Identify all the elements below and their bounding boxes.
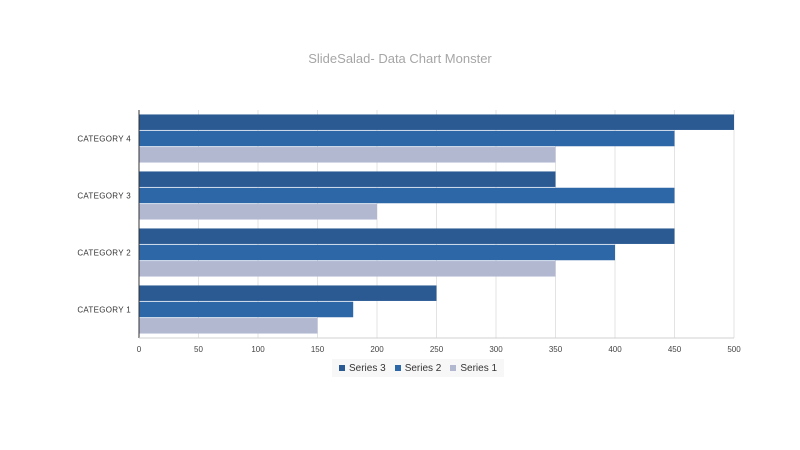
- x-tick-label-250: 250: [430, 345, 444, 354]
- legend-swatch-series-3: [339, 365, 345, 371]
- legend-label-series-1: Series 1: [460, 362, 498, 374]
- legend-item-series-3[interactable]: Series 3: [339, 363, 386, 374]
- y-tick-label-category-1: CATEGORY 1: [77, 306, 131, 315]
- bars: [139, 114, 734, 334]
- bar-series-3-category-4[interactable]: [139, 114, 734, 130]
- y-tick-labels: CATEGORY 1 CATEGORY 2 CATEGORY 3 CATEGORY 4: [77, 135, 131, 315]
- x-tick-label-0: 0: [137, 345, 142, 354]
- bar-series-3-category-1[interactable]: [139, 285, 437, 301]
- bar-series-1-category-3[interactable]: [139, 204, 377, 220]
- bar-series-1-category-1[interactable]: [139, 318, 318, 334]
- x-tick-label-200: 200: [370, 345, 384, 354]
- axes: [138, 110, 734, 339]
- x-tick-label-350: 350: [549, 345, 563, 354]
- x-tick-labels: 0 50 100 150 200 250 300 350 400 450 500: [137, 345, 741, 354]
- y-tick-label-category-2: CATEGORY 2: [77, 249, 131, 258]
- legend-label-series-3: Series 3: [349, 362, 386, 374]
- bar-series-2-category-2[interactable]: [139, 244, 615, 261]
- legend-item-series-2[interactable]: Series 2: [394, 362, 442, 374]
- chart-title: SlideSalad- Data Chart Monster: [308, 51, 492, 66]
- x-tick-label-100: 100: [251, 345, 265, 354]
- x-tick-label-300: 300: [489, 345, 503, 354]
- bar-series-3-category-2[interactable]: [139, 228, 675, 244]
- x-tick-label-500: 500: [727, 345, 741, 354]
- legend-swatch-series-1: [450, 365, 457, 371]
- x-tick-label-50: 50: [194, 345, 203, 354]
- bar-series-2-category-4[interactable]: [139, 130, 675, 147]
- bar-series-1-category-4[interactable]: [139, 147, 556, 163]
- x-tick-label-150: 150: [311, 345, 325, 354]
- legend-swatch-series-2: [394, 365, 401, 371]
- y-tick-label-category-4: CATEGORY 4: [77, 135, 131, 144]
- bar-series-2-category-1[interactable]: [139, 301, 354, 318]
- legend-item-series-1[interactable]: Series 1: [450, 363, 497, 374]
- legend: Series 3 Series 2 Series 1: [332, 359, 505, 377]
- x-tick-label-450: 450: [668, 345, 682, 354]
- bar-series-1-category-2[interactable]: [139, 261, 556, 277]
- legend-label-series-2: Series 2: [404, 362, 442, 374]
- y-tick-label-category-3: CATEGORY 3: [77, 192, 131, 201]
- x-tick-label-400: 400: [608, 345, 622, 354]
- bar-series-2-category-3[interactable]: [139, 187, 675, 204]
- bar-series-3-category-3[interactable]: [139, 171, 556, 187]
